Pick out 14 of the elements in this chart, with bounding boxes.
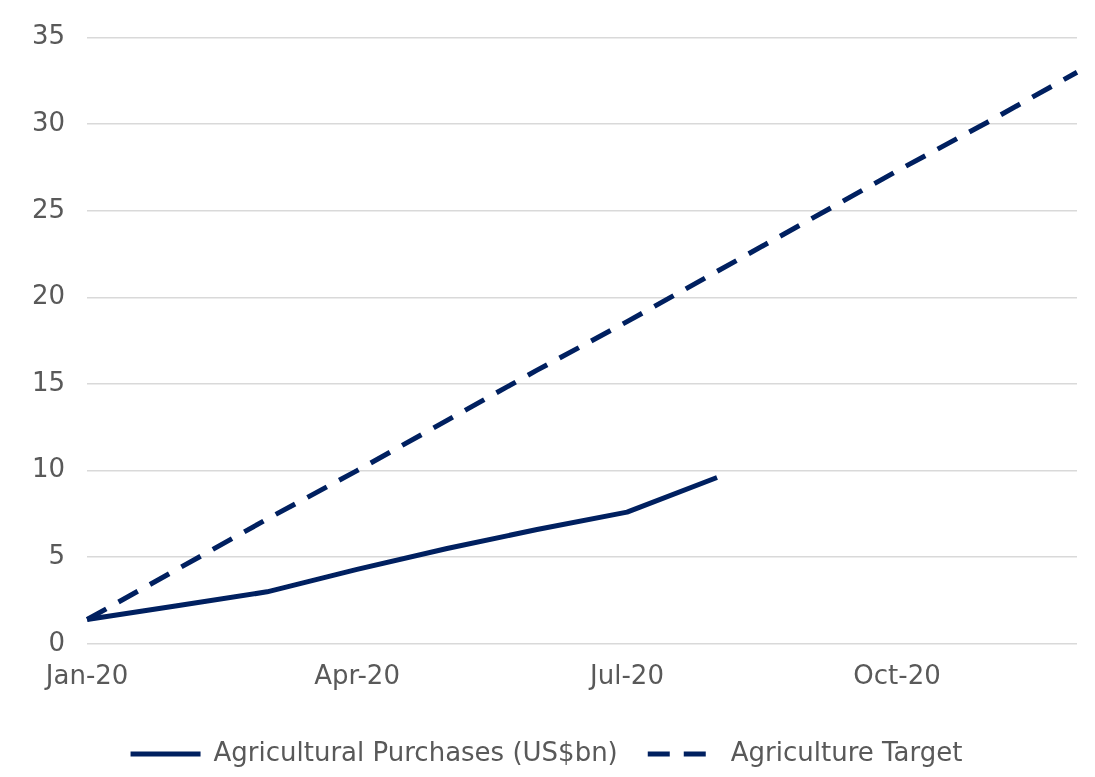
y-tick-label: 35: [31, 20, 66, 51]
y-tick-label: 10: [31, 453, 66, 484]
y-tick-label: 15: [31, 366, 66, 397]
legend-label: Agricultural Purchases (US$bn): [213, 736, 618, 767]
y-tick-label: 30: [31, 106, 66, 137]
legend-label: Agriculture Target: [730, 736, 963, 767]
x-tick-label: Apr-20: [314, 660, 400, 691]
x-tick-label: Oct-20: [853, 660, 941, 691]
y-tick-label: 25: [31, 193, 66, 224]
y-tick-label: 20: [31, 280, 66, 311]
y-tick-label: 5: [48, 539, 66, 570]
y-tick-label: 0: [48, 626, 66, 657]
x-tick-label: Jul-20: [588, 660, 664, 691]
x-tick-label: Jan-20: [43, 660, 129, 691]
